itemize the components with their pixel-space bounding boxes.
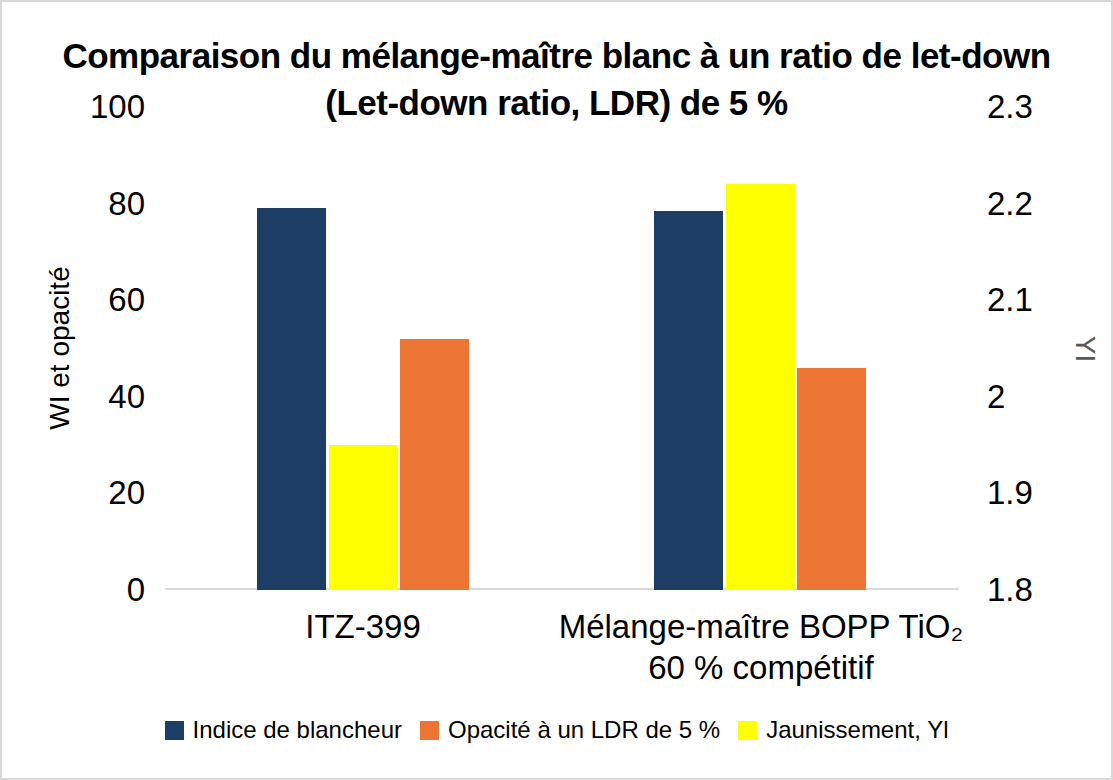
right-axis-tick: 2.1 xyxy=(987,283,1033,317)
legend-swatch-icon xyxy=(420,721,439,740)
right-axis-tick: 1.8 xyxy=(987,573,1033,607)
left-axis-tick: 100 xyxy=(2,90,145,124)
left-axis-tick: 0 xyxy=(2,573,145,607)
right-axis-title: YI xyxy=(1069,336,1101,362)
category-label: Mélange-maître BOPP TiO₂60 % compétitif xyxy=(559,606,964,688)
category-label-line: ITZ-399 xyxy=(305,606,421,647)
right-axis-tick: 2 xyxy=(987,380,1005,414)
bar xyxy=(329,445,398,590)
plot-area xyxy=(165,107,959,590)
legend-item: Indice de blancheur xyxy=(165,716,402,744)
legend-label: Jaunissement, Yl xyxy=(766,716,948,744)
left-axis-tick: 80 xyxy=(2,187,145,221)
right-axis-tick: 2.2 xyxy=(987,187,1033,221)
legend-swatch-icon xyxy=(738,721,757,740)
left-axis-tick: 60 xyxy=(2,283,145,317)
bar-group xyxy=(654,184,866,590)
legend-item: Jaunissement, Yl xyxy=(738,716,948,744)
legend: Indice de blancheur Opacité à un LDR de 5… xyxy=(2,716,1111,744)
bar xyxy=(654,211,723,590)
left-axis-tick: 20 xyxy=(2,476,145,510)
right-axis-tick: 2.3 xyxy=(987,90,1033,124)
bar xyxy=(400,339,469,590)
bar xyxy=(257,208,326,590)
legend-item: Opacité à un LDR de 5 % xyxy=(420,716,720,744)
legend-label: Opacité à un LDR de 5 % xyxy=(448,716,720,744)
legend-label: Indice de blancheur xyxy=(193,716,402,744)
left-axis-tick: 40 xyxy=(2,380,145,414)
bar xyxy=(797,368,866,590)
legend-swatch-icon xyxy=(165,721,184,740)
bar xyxy=(726,184,795,590)
bar-group xyxy=(257,208,469,590)
chart-frame: Comparaison du mélange-maître blanc à un… xyxy=(0,0,1113,780)
category-label-line: 60 % compétitif xyxy=(559,647,964,688)
right-axis-tick: 1.9 xyxy=(987,476,1033,510)
chart-title-line1: Comparaison du mélange-maître blanc à un… xyxy=(2,32,1111,79)
category-label-line: Mélange-maître BOPP TiO₂ xyxy=(559,606,964,647)
category-label: ITZ-399 xyxy=(305,606,421,647)
